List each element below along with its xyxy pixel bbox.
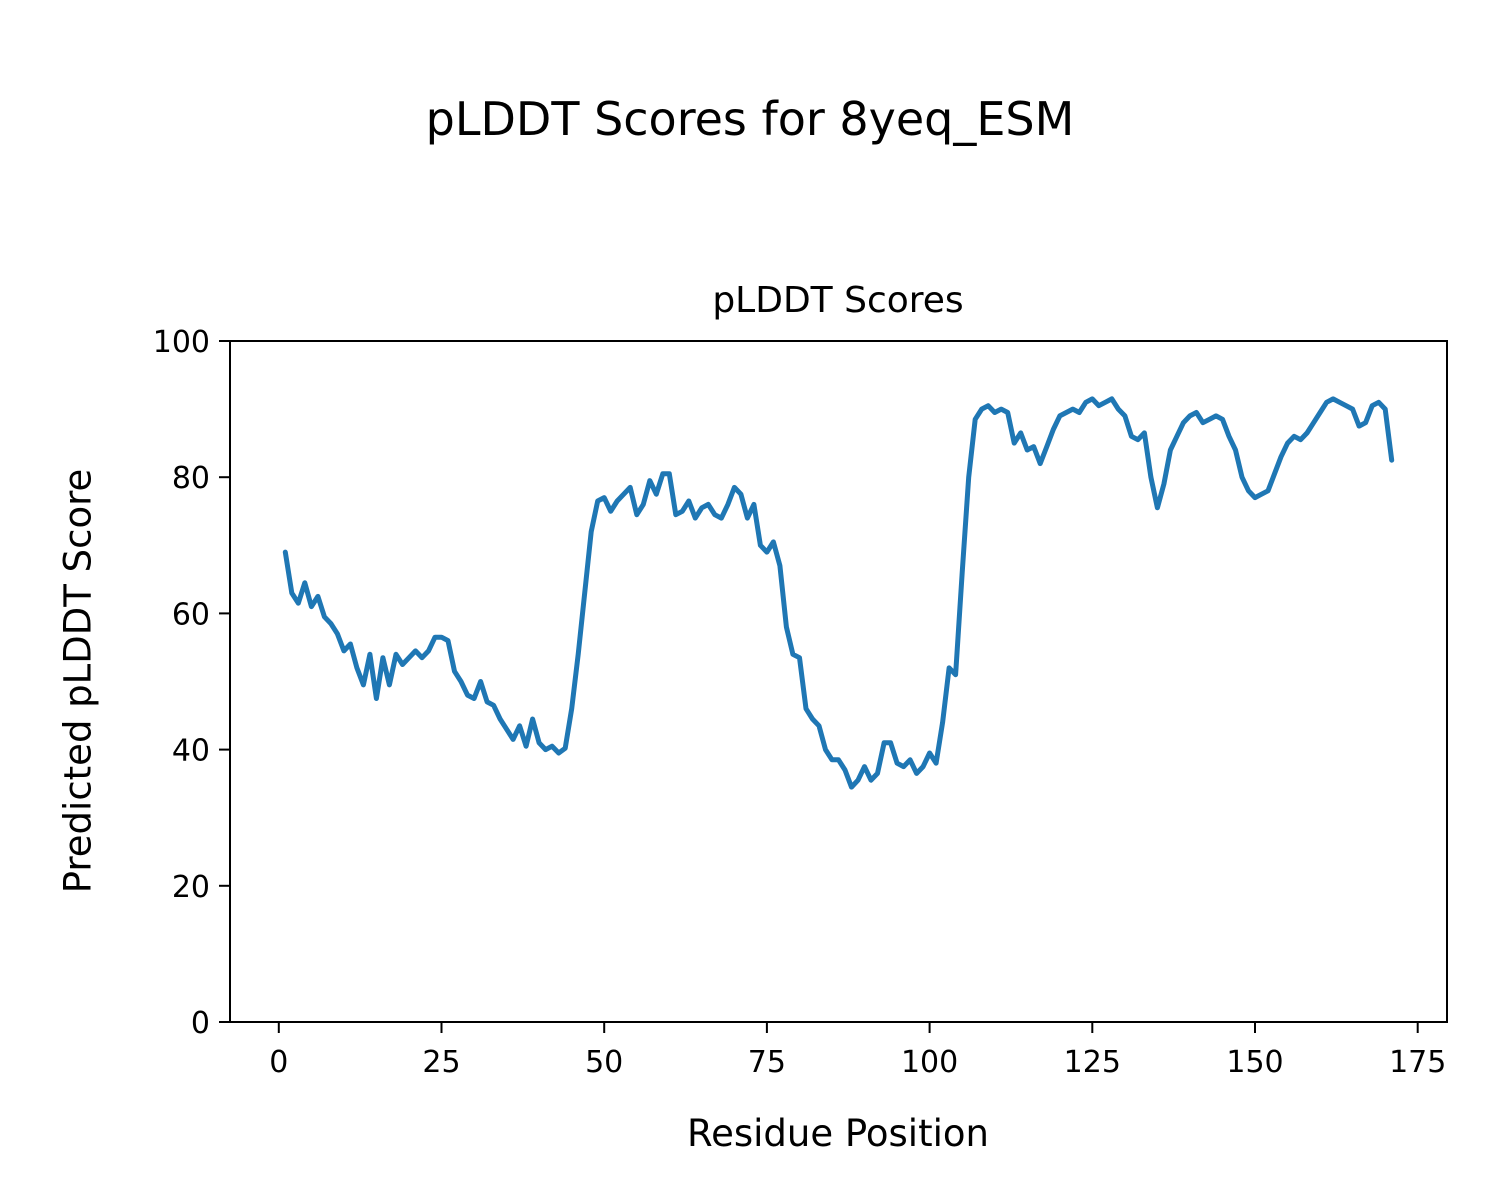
axes-spines (229, 340, 1448, 1023)
x-tick-label: 25 (422, 1045, 460, 1080)
x-tick-label: 125 (1064, 1045, 1121, 1080)
x-axis-label: Residue Position (687, 1112, 989, 1155)
y-tick-label: 60 (172, 597, 210, 632)
figure-suptitle: pLDDT Scores for 8yeq_ESM (425, 92, 1075, 146)
x-tick-label: 50 (585, 1045, 623, 1080)
axes-title: pLDDT Scores (712, 280, 964, 321)
y-tick-label: 40 (172, 734, 210, 769)
x-tick-label: 100 (901, 1045, 958, 1080)
y-tick-label: 0 (191, 1006, 210, 1041)
y-tick-label: 100 (153, 325, 210, 360)
x-tick-label: 0 (269, 1045, 288, 1080)
y-tick-label: 80 (172, 461, 210, 496)
y-tick-label: 20 (172, 870, 210, 905)
plddt-line-series (282, 396, 1395, 790)
x-tick-label: 150 (1226, 1045, 1283, 1080)
y-axis-label: Predicted pLDDT Score (56, 468, 100, 894)
x-tick-label: 75 (748, 1045, 786, 1080)
x-tick-label: 175 (1389, 1045, 1446, 1080)
